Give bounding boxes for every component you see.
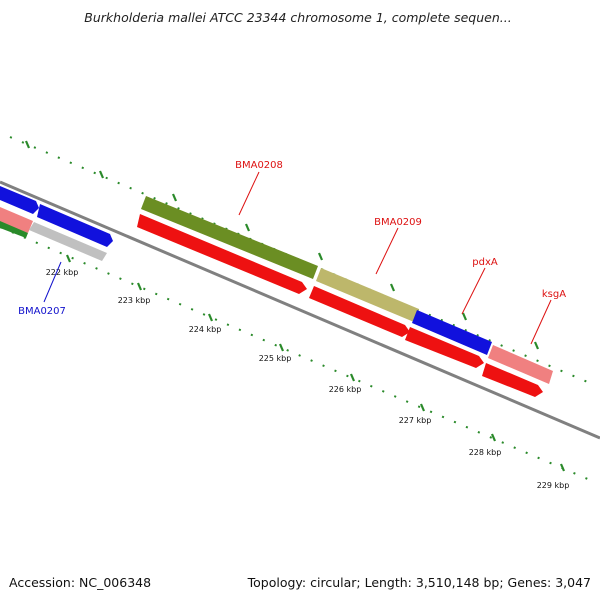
leader-bma0208 — [238, 171, 260, 216]
gene-label-bma0208[interactable]: BMA0208 — [235, 160, 283, 171]
scale-label: 224 kbp — [189, 325, 222, 334]
scale-label: 225 kbp — [259, 354, 292, 363]
gene-label-ksga[interactable]: ksgA — [542, 289, 566, 300]
scale-label: 229 kbp — [537, 481, 570, 490]
scale-label: 227 kbp — [399, 416, 432, 425]
outer-minor-ticks — [9, 136, 591, 384]
gene-forward-blue-left[interactable] — [0, 186, 39, 214]
gene-labels: BMA0208 BMA0209 pdxA ksgA BMA0207 — [18, 160, 566, 317]
gene-bma0207[interactable] — [29, 222, 107, 261]
leader-bma0209 — [375, 227, 399, 275]
gene-reverse-red-1[interactable] — [137, 214, 307, 294]
scale-label: 223 kbp — [118, 296, 151, 305]
inner-tick-track — [0, 226, 591, 481]
gene-reverse-pink-left[interactable] — [0, 207, 33, 233]
leader-ksga — [530, 299, 552, 345]
gene-label-pdxa[interactable]: pdxA — [472, 257, 498, 268]
genome-backbone — [0, 180, 600, 440]
leader-bma0207 — [43, 261, 62, 303]
gene-bma0208[interactable] — [141, 196, 318, 279]
inner-major-ticks — [65, 254, 566, 472]
gene-ksga[interactable] — [488, 345, 553, 384]
gene-bma0209[interactable] — [316, 268, 419, 322]
gene-pdxa[interactable] — [412, 310, 492, 355]
forward-strand-genes — [0, 186, 553, 384]
scale-label: 226 kbp — [329, 385, 362, 394]
topology-text: Topology: circular; Length: 3,510,148 bp… — [247, 575, 591, 590]
outer-tick-track — [9, 136, 591, 384]
reverse-strand-genes — [0, 207, 543, 397]
gene-reverse-red-4[interactable] — [482, 363, 543, 397]
gene-label-leaders — [43, 171, 552, 345]
gene-label-bma0207[interactable]: BMA0207 — [18, 306, 66, 317]
outer-major-ticks — [24, 140, 540, 350]
gene-forward-blue[interactable] — [37, 204, 113, 247]
accession-text: Accession: NC_006348 — [9, 575, 151, 590]
gene-label-bma0209[interactable]: BMA0209 — [374, 217, 422, 228]
map-title: Burkholderia mallei ATCC 23344 chromosom… — [84, 10, 511, 25]
scale-label: 222 kbp — [46, 268, 79, 277]
scale-label: 228 kbp — [469, 448, 502, 457]
inner-minor-ticks — [0, 226, 591, 481]
gene-reverse-red-2[interactable] — [309, 286, 410, 337]
gene-reverse-red-3[interactable] — [405, 327, 484, 368]
gene-reverse-green-left[interactable] — [0, 221, 28, 238]
leader-pdxa — [461, 267, 486, 315]
scale-labels: 222 kbp 223 kbp 224 kbp 225 kbp 226 kbp … — [46, 268, 570, 490]
